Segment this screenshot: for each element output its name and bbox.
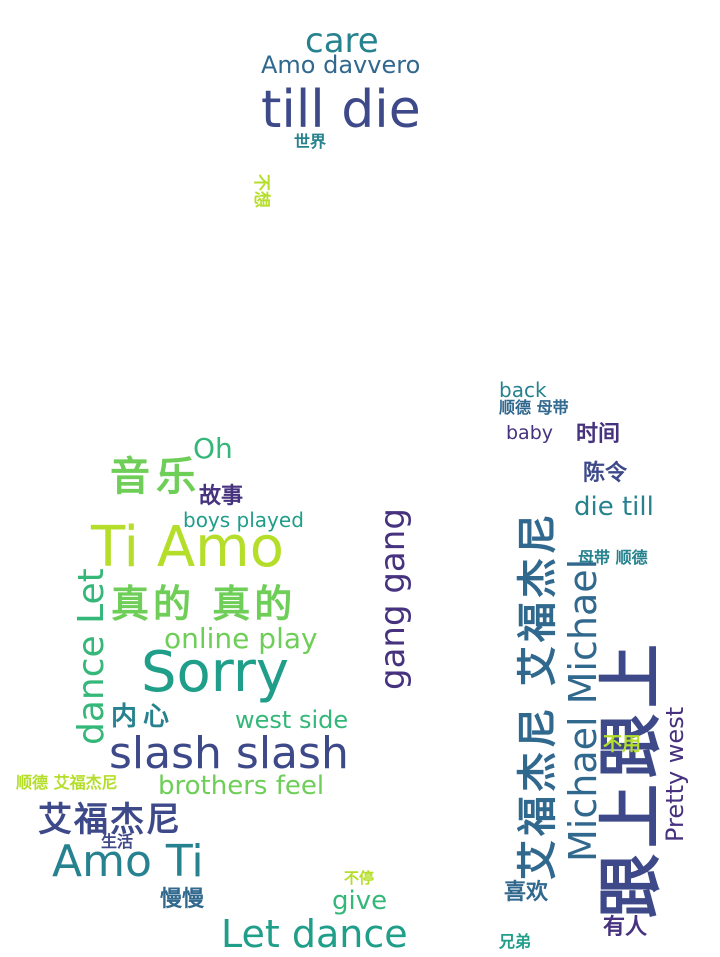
word-amo-davvero: Amo davvero: [261, 51, 421, 79]
word-neixin: 内心: [111, 702, 176, 732]
word-buting: 不停: [344, 869, 375, 887]
word-aifu-aifu: 艾福杰尼 艾福杰尼: [514, 510, 561, 880]
word-zhende: 真的 真的: [111, 581, 297, 626]
word-gushi: 故事: [199, 483, 244, 509]
word-xiongdi: 兄弟: [499, 932, 532, 951]
word-die-till: die till: [574, 492, 654, 522]
word-west-side: west side: [235, 706, 349, 734]
word-slash-slash: slash slash: [109, 728, 349, 779]
word-let-dance: Let dance: [221, 912, 408, 956]
word-ti-amo: Ti Amo: [91, 515, 284, 580]
word-online-play: online play: [164, 622, 318, 655]
word-manman: 慢慢: [160, 886, 205, 912]
word-yinyue: 音乐: [110, 453, 202, 500]
word-xihuan: 喜欢: [504, 879, 549, 905]
word-care: care: [305, 21, 379, 61]
word-dance-let: dance Let: [71, 568, 112, 745]
word-boys-played: boys played: [183, 508, 304, 532]
word-pretty-west: Pretty west: [661, 706, 689, 842]
word-shunde-aifu: 顺德 艾福杰尼: [16, 773, 118, 792]
word-shijian: 时间: [576, 421, 621, 447]
word-chenling: 陈令: [583, 460, 628, 486]
word-give: give: [332, 886, 388, 916]
word-gang-gang: gang gang: [373, 508, 413, 690]
word-brothers-feel: brothers feel: [158, 771, 325, 801]
word-aifujieni: 艾福杰尼: [38, 800, 182, 840]
word-shunde-mudai: 顺德 母带: [499, 398, 569, 417]
word-buyong: 不用: [603, 733, 642, 755]
word-amo-ti: Amo Ti: [52, 836, 204, 887]
word-back: back: [499, 378, 547, 402]
word-mudai-shunde: 母带 顺德: [578, 548, 648, 567]
word-baby: baby: [506, 422, 554, 444]
word-till-die: till die: [261, 80, 421, 140]
word-oh: Oh: [193, 432, 233, 465]
word-youren: 有人: [603, 914, 648, 940]
word-buxiang: 不想: [251, 174, 271, 208]
word-shenghuo: 生活: [101, 832, 134, 851]
word-genshang: 跟上跟上: [594, 638, 669, 918]
word-shijie: 世界: [294, 132, 327, 151]
word-sorry: Sorry: [141, 640, 290, 705]
